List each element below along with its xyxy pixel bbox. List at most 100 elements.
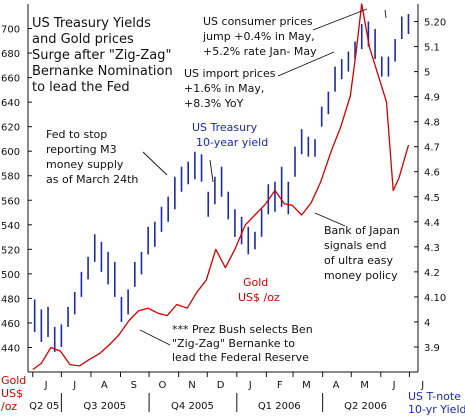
annotation-fed-m3: Fed to stop reporting M3 money supply as… [46,128,138,186]
right-tick-label: 4.4 [424,218,440,229]
left-tick-label: 660 [1,74,20,85]
right-tick-label: 4.9 [424,93,440,104]
quarter-label: Q2 2006 [344,401,387,412]
annotation-import-prices: US import prices +1.6% in May, +8.3% YoY [184,67,279,110]
month-label: J [44,380,48,391]
annotation-line: money supply [46,158,124,171]
left-tick-label: 440 [1,343,20,354]
annotation-line: jump +0.4% in May, [202,30,315,43]
annotation-consumer-prices: US consumer prices jump +0.4% in May, +5… [202,15,318,58]
right-tick-label: 4.3 [424,243,440,254]
month-label: A [101,380,108,391]
month-label: J [72,380,76,391]
month-label: J [248,380,252,391]
title-line: and Gold prices [32,32,134,47]
pointer-fed-m3 [142,151,168,176]
month-label: F [277,380,283,391]
quarter-axis: Q2 05 Q3 2005 Q4 2005 Q1 2006 Q2 2006 [29,393,387,412]
gold-line-series [32,3,410,371]
annotation-line: US consumer prices [203,15,313,28]
annotation-line: Gold [243,276,268,289]
left-tick-label: 520 [1,245,20,256]
right-tick-label: 5.20 [424,18,446,29]
left-tick-label: 580 [1,172,20,183]
annotation-gold-label: Gold US$ /oz [238,276,280,304]
annotation-line: +8.3% YoY [184,97,244,110]
month-label: S [131,380,137,391]
annotation-line: reporting M3 [46,143,117,156]
title-line: US Treasury Yields [32,16,151,31]
left-axis-title-line: Gold [1,374,26,387]
left-tick-label: 560 [1,196,20,207]
annotation-line: as of March 24th [46,173,138,186]
annotation-line: US$ /oz [238,291,280,304]
annotation-line: "Zig-Zag" Bernanke to [172,337,295,350]
month-label: J [392,380,396,391]
left-axis-title-line: /oz [1,400,17,413]
month-label: J [420,380,424,391]
title-line: Surge after "Zig-Zag" [32,48,171,63]
annotation-line: +5.2% rate Jan- May [203,45,317,58]
right-tick-label: 4 [424,318,430,329]
right-axis-title-line: US T-note [408,390,461,403]
quarter-label: Q3 2005 [83,401,126,412]
annotation-line: Bank of Japan [324,224,400,237]
annotation-bernanke: *** Prez Bush selects Ben "Zig-Zag" Bern… [172,323,316,364]
chart-title: US Treasury Yields and Gold prices Surge… [32,16,177,95]
month-label: M [302,380,311,391]
left-tick-label: 460 [1,319,20,330]
pointer-boj [314,212,346,227]
month-label: O [159,380,167,391]
annotation-line: Fed to stop [46,128,107,141]
annotation-line: signals end [324,239,387,252]
pointer-consumer-prices-2 [384,9,387,19]
annotation-line: 10-year yield [196,136,268,149]
annotation-line: *** Prez Bush selects Ben [172,323,313,336]
left-axis-title: Gold US$ /oz [1,374,30,413]
right-tick-label: 4.7 [424,143,440,154]
left-tick-label: 620 [1,123,20,134]
month-label: D [217,380,225,391]
quarter-label: Q4 2005 [171,401,214,412]
left-tick-label: 540 [1,221,20,232]
quarter-label: Q2 05 [29,401,59,412]
annotation-treasury-label: US Treasury 10-year yield [192,121,268,149]
yield-bars-series [33,14,410,352]
left-tick-label: 680 [1,49,20,60]
right-tick-label: 5.1 [424,43,440,54]
right-axis-ticks: 3.9 4 4.10 4.2 4.3 4.4 4.5 4.6 4.7 4.8 4.9 5 5.1 5.20 [414,18,446,354]
right-tick-label: 4.2 [424,268,440,279]
right-axis-title-line: 10-yr Yield [408,403,465,416]
annotation-line: lead the Federal Reserve [172,351,309,364]
title-line: to lead the Fed [32,80,130,95]
left-tick-label: 480 [1,294,20,305]
right-tick-label: 4.8 [424,118,440,129]
annotation-boj: Bank of Japan signals end of ultra easy … [324,224,403,282]
left-axis-ticks: 440 460 480 500 520 540 560 580 600 620 640 660 680 7… [1,25,32,354]
annotation-line: US import prices [184,67,276,80]
left-tick-label: 640 [1,98,20,109]
annotation-line: money policy [324,269,398,282]
month-label: M [360,380,369,391]
title-line: Bernanke Nomination [32,64,173,79]
left-axis-title-line: US$ [1,387,23,400]
pointer-consumer-prices [312,8,368,31]
annotation-line: US Treasury [192,121,258,134]
right-tick-label: 5 [424,68,430,79]
right-tick-label: 4.10 [424,293,446,304]
pointer-treasury-yield [209,159,214,183]
quarter-label: Q1 2006 [258,401,301,412]
month-label: N [188,380,195,391]
left-tick-label: 700 [1,25,20,36]
annotation-pointers [139,8,387,346]
plot-frame [27,4,419,373]
right-axis-title: US T-note 10-yr Yield [408,390,465,416]
annotation-line: of ultra easy [324,254,393,267]
left-tick-label: 600 [1,147,20,158]
right-tick-label: 4.5 [424,193,440,204]
right-tick-label: 3.9 [424,343,440,354]
right-tick-label: 4.6 [424,168,440,179]
